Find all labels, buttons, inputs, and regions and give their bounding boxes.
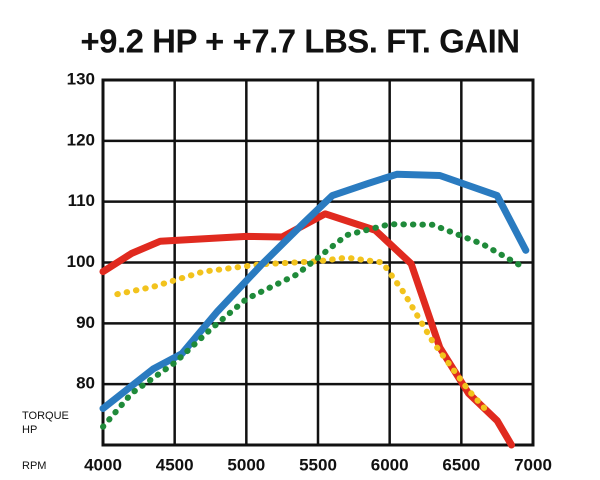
x-tick-label: 7000 bbox=[514, 455, 552, 474]
y-tick-label: 110 bbox=[68, 191, 95, 210]
x-label: RPM bbox=[22, 460, 46, 472]
series-line bbox=[99, 210, 515, 449]
x-tick-label: 4000 bbox=[84, 455, 122, 474]
y-tick-label: 90 bbox=[76, 313, 95, 332]
series-line bbox=[100, 221, 529, 430]
y-tick-label: 100 bbox=[67, 252, 95, 271]
y-tick-label: 80 bbox=[76, 374, 95, 393]
y-tick-label: 130 bbox=[67, 69, 95, 88]
x-tick-label: 6500 bbox=[442, 455, 480, 474]
x-tick-label: 6000 bbox=[371, 455, 409, 474]
x-tick-label: 5500 bbox=[299, 455, 337, 474]
y-label: HP bbox=[22, 424, 37, 436]
series-line bbox=[99, 170, 530, 412]
y-label: TORQUE bbox=[22, 410, 69, 422]
chart-title: +9.2 HP + +7.7 LBS. FT. GAIN bbox=[80, 23, 519, 60]
y-tick-label: 120 bbox=[67, 130, 95, 149]
series-line bbox=[114, 254, 493, 418]
x-tick-label: 5000 bbox=[227, 455, 265, 474]
x-tick-label: 4500 bbox=[156, 455, 194, 474]
